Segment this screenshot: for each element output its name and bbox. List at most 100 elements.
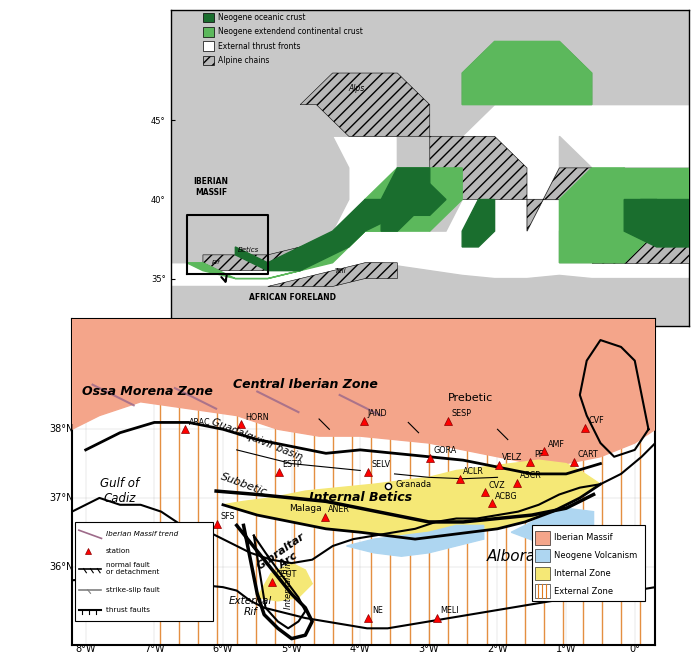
Polygon shape <box>258 563 313 601</box>
Polygon shape <box>535 549 551 563</box>
Polygon shape <box>512 508 594 546</box>
Polygon shape <box>300 73 429 136</box>
Text: Granada: Granada <box>396 481 432 490</box>
Text: strike-slip fault: strike-slip fault <box>106 587 159 593</box>
Text: Internal Rif: Internal Rif <box>284 563 292 609</box>
Polygon shape <box>624 168 689 231</box>
Polygon shape <box>171 136 349 263</box>
Text: CART: CART <box>578 451 599 460</box>
Text: ASCR: ASCR <box>520 471 542 480</box>
Text: 37°N: 37°N <box>49 493 73 503</box>
Text: SFS: SFS <box>221 512 235 521</box>
Polygon shape <box>535 531 551 544</box>
Text: Neogene extendend continental crust: Neogene extendend continental crust <box>218 27 363 37</box>
Polygon shape <box>527 136 592 231</box>
Text: ACBG: ACBG <box>496 492 518 501</box>
Polygon shape <box>429 136 527 200</box>
Text: Iberian Massif: Iberian Massif <box>555 533 613 542</box>
Polygon shape <box>535 584 551 598</box>
Text: VELZ: VELZ <box>503 453 523 462</box>
Polygon shape <box>203 247 317 271</box>
Polygon shape <box>560 168 689 263</box>
Text: 5°W: 5°W <box>281 644 302 652</box>
Polygon shape <box>203 27 214 37</box>
Text: Subbetic: Subbetic <box>219 471 268 497</box>
Polygon shape <box>347 526 484 556</box>
Polygon shape <box>413 184 446 215</box>
Polygon shape <box>365 168 462 231</box>
Polygon shape <box>462 42 592 104</box>
Text: CVF: CVF <box>589 416 604 425</box>
Text: Alpine chains: Alpine chains <box>218 56 269 65</box>
Text: Neogene oceanic crust: Neogene oceanic crust <box>218 13 305 22</box>
Polygon shape <box>223 460 601 539</box>
Text: ACLR: ACLR <box>463 467 484 476</box>
Text: Alps: Alps <box>349 84 365 93</box>
Text: External
Rif: External Rif <box>229 595 272 617</box>
Text: Guadalquivir basin: Guadalquivir basin <box>210 417 304 462</box>
Text: 38°N: 38°N <box>49 424 73 434</box>
Text: Iberian Massif trend: Iberian Massif trend <box>106 531 178 537</box>
Text: External Zone: External Zone <box>555 587 614 596</box>
Text: MELI: MELI <box>441 606 459 615</box>
Polygon shape <box>171 263 689 326</box>
Text: Prebetic: Prebetic <box>448 393 493 404</box>
Polygon shape <box>535 567 551 580</box>
Polygon shape <box>187 200 397 278</box>
Polygon shape <box>203 55 214 65</box>
Polygon shape <box>203 42 214 51</box>
Text: thrust faults: thrust faults <box>106 607 150 613</box>
FancyBboxPatch shape <box>532 526 645 601</box>
Polygon shape <box>527 168 592 231</box>
Text: 1°W: 1°W <box>556 644 576 652</box>
Text: 36°N: 36°N <box>49 561 73 572</box>
Text: Rif: Rif <box>212 260 220 265</box>
Text: ESTP: ESTP <box>283 460 302 469</box>
Text: SESP: SESP <box>452 409 471 419</box>
Polygon shape <box>381 168 429 231</box>
Polygon shape <box>171 295 689 326</box>
Text: CVZ: CVZ <box>489 481 505 490</box>
Text: 0°: 0° <box>629 644 640 652</box>
Text: Tell: Tell <box>335 268 347 274</box>
Polygon shape <box>203 13 214 22</box>
Polygon shape <box>640 200 673 231</box>
Polygon shape <box>560 168 656 263</box>
Polygon shape <box>462 42 592 104</box>
Text: 2°W: 2°W <box>487 644 508 652</box>
Text: GORA: GORA <box>434 447 457 455</box>
Text: Gulf of
Cadiz: Gulf of Cadiz <box>100 477 140 505</box>
Text: ARAC: ARAC <box>189 417 210 426</box>
Polygon shape <box>592 231 689 263</box>
Text: 4°W: 4°W <box>350 644 370 652</box>
Text: 8°W: 8°W <box>75 644 96 652</box>
Text: External thrust fronts: External thrust fronts <box>218 42 300 51</box>
Text: NE: NE <box>372 606 383 615</box>
Text: ANER: ANER <box>328 505 350 514</box>
Text: CEUT: CEUT <box>276 570 297 579</box>
Text: JAND: JAND <box>367 409 387 419</box>
Polygon shape <box>268 263 397 286</box>
Text: Malaga: Malaga <box>289 504 322 512</box>
Polygon shape <box>624 200 689 247</box>
Text: AFRICAN FORELAND: AFRICAN FORELAND <box>248 293 335 302</box>
Text: Alboran sea: Alboran sea <box>487 549 577 564</box>
Text: station: station <box>106 548 130 554</box>
Text: HORN: HORN <box>245 413 269 422</box>
Polygon shape <box>397 136 478 231</box>
Text: 7°W: 7°W <box>144 644 165 652</box>
Text: Internal Betics: Internal Betics <box>308 492 412 505</box>
Text: Ossa Morena Zone: Ossa Morena Zone <box>82 385 213 398</box>
Polygon shape <box>235 200 381 271</box>
Text: IBERIAN
MASSIF: IBERIAN MASSIF <box>193 177 228 196</box>
Text: normal fault
or detachment: normal fault or detachment <box>106 562 159 575</box>
Text: Central Iberian Zone: Central Iberian Zone <box>233 378 378 391</box>
Text: Neogene Volcanism: Neogene Volcanism <box>555 551 638 560</box>
Text: AMF: AMF <box>548 439 564 449</box>
Text: Betics: Betics <box>237 247 259 253</box>
Polygon shape <box>72 319 656 464</box>
Text: PF: PF <box>534 451 543 460</box>
Text: 3°W: 3°W <box>418 644 439 652</box>
FancyBboxPatch shape <box>75 522 213 621</box>
Text: SELV: SELV <box>372 460 391 469</box>
